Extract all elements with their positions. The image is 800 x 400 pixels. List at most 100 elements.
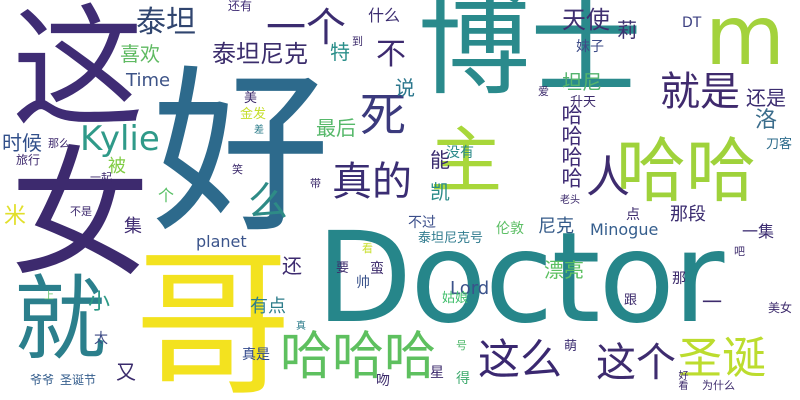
word: 泰坦尼克号	[418, 231, 484, 246]
word: 有点	[250, 296, 286, 317]
word: Doctor	[316, 206, 724, 351]
word: 不过	[408, 215, 436, 231]
word: 个	[158, 186, 175, 205]
word: 哈哈哈哈	[559, 104, 583, 188]
word: 莉	[617, 18, 637, 42]
word: 跟	[624, 293, 638, 308]
word: 那段	[670, 204, 706, 225]
word: 小	[88, 290, 111, 315]
word: 得	[456, 371, 470, 387]
word: 点	[626, 207, 640, 223]
word: 死	[360, 88, 406, 142]
word: 这	[12, 0, 144, 146]
word: 坦尼	[562, 70, 602, 94]
word: 人	[586, 152, 630, 203]
word: 星	[430, 365, 444, 381]
word: 洛	[755, 108, 778, 133]
word: 哥	[134, 234, 292, 400]
word: 笑	[232, 163, 243, 176]
word: 一个	[266, 5, 346, 51]
word: 凯	[430, 180, 450, 204]
word: 女	[10, 134, 151, 297]
word: 一集	[742, 222, 775, 241]
word: 为什么	[702, 379, 735, 392]
word: Lord	[450, 278, 490, 299]
word: 金发	[240, 107, 267, 122]
word: 漂亮	[544, 258, 584, 282]
word: 还是	[746, 86, 786, 110]
word: 帅	[356, 275, 370, 291]
word: 时候	[2, 131, 42, 155]
word: 带	[310, 177, 321, 190]
word: 米	[4, 204, 27, 229]
word: 特	[330, 40, 350, 64]
word: 蛮	[370, 261, 384, 277]
word: 哈哈	[616, 130, 756, 212]
word: 姑娘	[442, 291, 469, 306]
word: 爱	[538, 85, 549, 98]
word: 好看	[676, 370, 687, 390]
word: 尼克	[538, 216, 574, 237]
word: 这么	[478, 335, 563, 384]
word: 么	[248, 179, 288, 225]
word: m	[705, 0, 785, 84]
word: 就	[14, 266, 107, 373]
word: 主	[430, 119, 503, 203]
word: 那	[672, 271, 686, 287]
word: 还有	[228, 0, 253, 13]
word: Time	[126, 70, 171, 91]
word: 老头	[560, 195, 580, 206]
word: 那么	[48, 137, 70, 150]
word: 泰坦	[136, 5, 196, 40]
word: 差	[254, 125, 264, 136]
word: 喜欢	[120, 42, 160, 66]
word: Minogue	[590, 220, 659, 239]
word: 爷爷	[30, 373, 55, 387]
word: 伦敦	[496, 221, 524, 237]
word: 号	[456, 339, 467, 352]
word: 美	[244, 91, 258, 106]
word: 吻	[376, 373, 390, 389]
word: 看	[362, 242, 373, 255]
word: 最后	[316, 116, 356, 140]
word: 这个	[596, 340, 676, 386]
word: 要	[336, 261, 350, 276]
word: 能	[430, 148, 450, 172]
word: 旅行	[16, 153, 41, 167]
word: 还	[282, 254, 302, 278]
word: 就是	[660, 69, 740, 115]
word: 不	[376, 37, 406, 72]
word: 真的	[332, 159, 412, 205]
word: 圣诞	[678, 333, 766, 384]
word: 没有	[446, 145, 474, 161]
word: 什么	[368, 6, 401, 25]
word: 泰坦尼克	[212, 40, 308, 68]
word: 刀客	[766, 137, 793, 152]
word: 圣诞节	[60, 373, 97, 387]
word: 真是	[242, 347, 270, 363]
word: 一	[702, 290, 722, 314]
word: 萌	[564, 339, 578, 354]
word: Kylie	[80, 119, 160, 159]
word: 妹子	[576, 39, 604, 55]
word: planet	[196, 232, 247, 251]
word: 吧	[734, 245, 745, 258]
word: 博士	[418, 0, 642, 111]
word: 美女	[768, 301, 793, 315]
word: 又	[116, 360, 136, 384]
word: 好	[152, 50, 330, 257]
word: 集	[124, 216, 142, 237]
word: 上	[44, 291, 54, 302]
word: DT	[682, 15, 702, 31]
word: 真	[296, 321, 306, 332]
word: 被	[108, 156, 126, 177]
word: 升天	[570, 95, 597, 110]
word: 天使	[562, 6, 610, 34]
word: 一起	[90, 171, 112, 184]
word: 不是	[70, 205, 92, 218]
word: 到	[352, 35, 363, 48]
word: 哈哈哈	[280, 327, 437, 387]
word: 说	[395, 76, 415, 100]
word: 太	[94, 331, 108, 347]
